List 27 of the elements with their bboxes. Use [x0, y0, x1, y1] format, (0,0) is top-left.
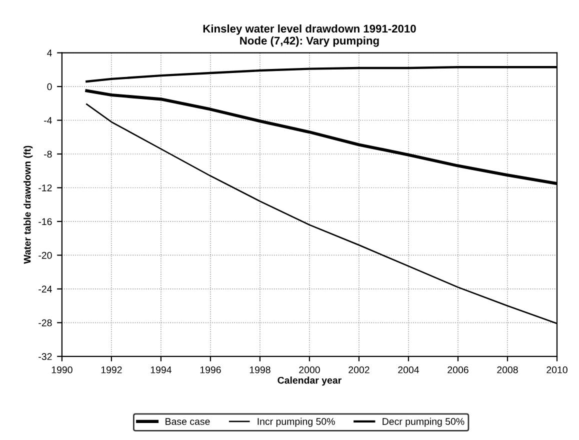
- y-tick-label: -28: [38, 319, 52, 326]
- x-tick-label: 1998: [250, 366, 270, 374]
- y-axis-title: Water table drawdown (ft): [24, 146, 33, 264]
- y-tick-label: -16: [38, 218, 52, 226]
- x-tick-label: 2002: [348, 366, 370, 374]
- x-tick-label: 1994: [150, 366, 172, 374]
- x-tick-label: 1990: [52, 366, 72, 374]
- y-tick-label: -20: [38, 252, 52, 259]
- x-tick-label: 2010: [546, 366, 568, 374]
- y-tick-label: 4: [47, 50, 52, 56]
- x-axis-title: Calendar year: [278, 376, 342, 386]
- x-tick-label: 2000: [299, 366, 320, 374]
- y-tick-label: -8: [44, 150, 52, 158]
- y-tick-label: 0: [47, 83, 52, 90]
- x-tick-label: 2004: [398, 366, 420, 374]
- y-tick-label: -12: [38, 184, 52, 192]
- x-tick-label: 2006: [448, 366, 468, 374]
- x-tick-label: 2008: [497, 366, 518, 374]
- legend-label: Incr pumping 50%: [258, 418, 335, 427]
- legend-label: Decr pumping 50%: [382, 418, 464, 427]
- x-tick-label: 1992: [101, 366, 122, 374]
- x-tick-label: 1996: [200, 366, 221, 374]
- legend-label: Base case: [166, 418, 210, 425]
- chart-title: Kinsley water level drawdown 1991-2010 Node (7,42): Vary pumping: [203, 24, 416, 47]
- y-tick-label: -24: [38, 286, 52, 292]
- y-tick-label: -32: [38, 353, 52, 360]
- y-tick-label: -4: [44, 117, 52, 124]
